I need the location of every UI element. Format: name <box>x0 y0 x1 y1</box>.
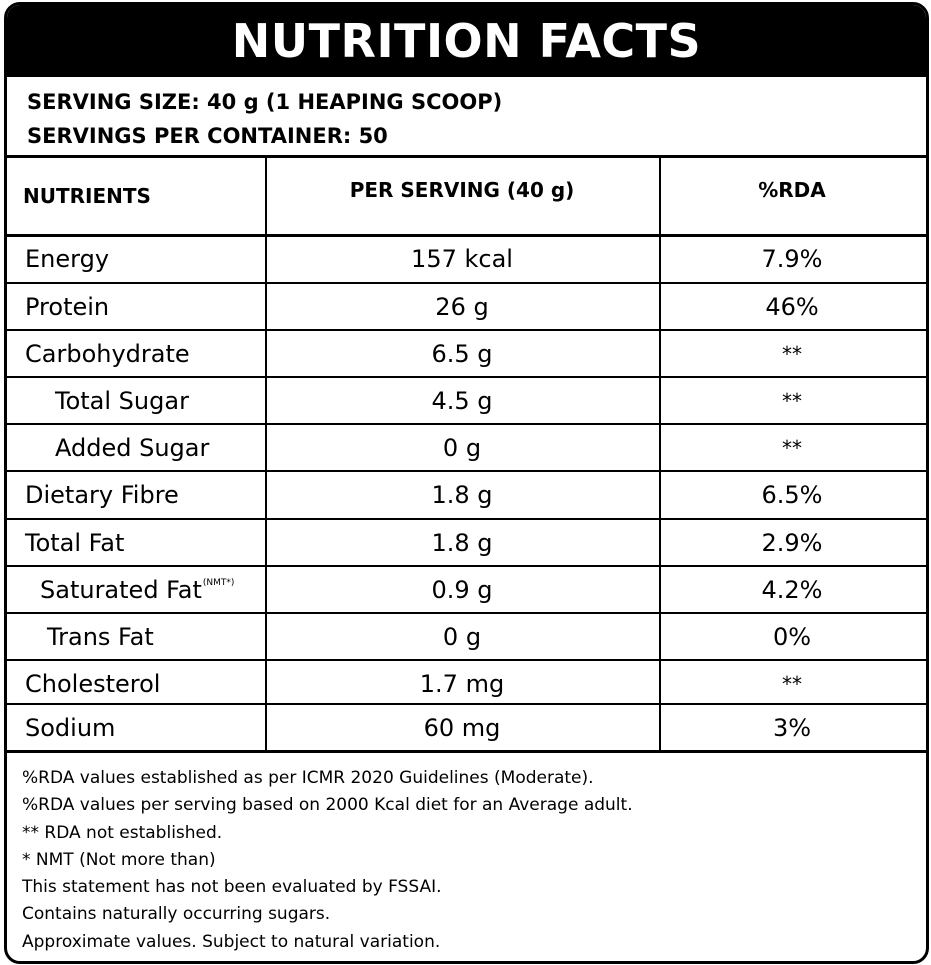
rda-value: 0% <box>772 622 812 651</box>
per-serving-value: 1.8 g <box>431 480 493 509</box>
rda-value: 4.2% <box>761 575 823 604</box>
nutrition-label: NUTRITION FACTS SERVING SIZE: 40 g (1 HE… <box>4 2 929 964</box>
per-serving-value: 0.9 g <box>431 575 493 604</box>
per-serving-value: 60 mg <box>423 713 501 742</box>
per-serving-value: 1.7 mg <box>419 669 505 698</box>
table-row: Dietary Fibre 1.8 g 6.5% <box>7 471 926 518</box>
serving-info: SERVING SIZE: 40 g (1 HEAPING SCOOP) SER… <box>27 85 502 153</box>
per-serving-value: 26 g <box>435 292 489 321</box>
nutrient-name: Dietary Fibre <box>25 480 179 509</box>
header-nutrients: NUTRIENTS <box>23 157 263 235</box>
footnote: %RDA values established as per ICMR 2020… <box>22 768 594 788</box>
table-row: Total Fat 1.8 g 2.9% <box>7 519 926 566</box>
per-serving-value: 0 g <box>442 622 482 651</box>
per-serving-value: 4.5 g <box>431 386 493 415</box>
table-top-border <box>7 155 926 158</box>
row-divider <box>7 518 926 520</box>
row-divider <box>7 423 926 425</box>
rda-value: ** <box>782 671 802 696</box>
table-row: Protein 26 g 46% <box>7 283 926 330</box>
row-divider <box>7 659 926 661</box>
table-row: Added Sugar 0 g ** <box>7 424 926 471</box>
per-serving-value: 157 kcal <box>411 244 513 273</box>
footnote: Contains naturally occurring sugars. <box>22 904 331 925</box>
column-divider-2 <box>659 157 661 751</box>
header-rda: %RDA <box>659 151 925 229</box>
rda-value: 7.9% <box>761 244 823 273</box>
per-serving-value: 0 g <box>442 433 482 462</box>
rda-value: 2.9% <box>761 528 823 557</box>
rda-value: 46% <box>765 292 819 321</box>
row-divider <box>7 470 926 472</box>
table-bottom-border <box>7 750 926 753</box>
footnotes: %RDA values established as per ICMR 2020… <box>22 765 633 956</box>
header-per-serving-label: PER SERVING (40 g) <box>349 178 575 202</box>
per-serving-value: 1.8 g <box>431 528 493 557</box>
nutrient-name: Total Fat <box>25 528 125 557</box>
rda-value: ** <box>782 388 802 413</box>
row-divider <box>7 703 926 705</box>
header-nutrients-label: NUTRIENTS <box>23 184 151 208</box>
nutrient-name: Cholesterol <box>25 669 161 698</box>
nutrient-name: Energy <box>25 244 110 273</box>
footnote: This statement has not been evaluated by… <box>22 877 442 898</box>
table-row: Trans Fat 0 g 0% <box>7 613 926 660</box>
header-rda-label: %RDA <box>758 178 826 202</box>
title-bar: NUTRITION FACTS <box>7 5 926 77</box>
header-bottom-border <box>7 234 926 237</box>
row-divider <box>7 282 926 284</box>
rda-value: 3% <box>772 713 812 742</box>
nutrient-name: Added Sugar <box>55 433 210 462</box>
nutrient-name: Saturated Fat (NMT*) <box>40 566 280 613</box>
table-row: Cholesterol 1.7 mg ** <box>7 660 926 707</box>
table-row: Sodium 60 mg 3% <box>7 704 926 751</box>
per-serving-value: 6.5 g <box>431 339 493 368</box>
table-row: Saturated Fat (NMT*) 0.9 g 4.2% <box>7 566 926 613</box>
rda-value: 6.5% <box>761 480 823 509</box>
table-row: Total Sugar 4.5 g ** <box>7 377 926 424</box>
row-divider <box>7 329 926 331</box>
rda-value: ** <box>782 341 802 366</box>
nmt-superscript: (NMT*) <box>202 578 235 588</box>
label-title: NUTRITION FACTS <box>231 14 702 68</box>
row-divider <box>7 565 926 567</box>
nutrient-name: Carbohydrate <box>25 339 190 368</box>
row-divider <box>7 612 926 614</box>
row-divider <box>7 376 926 378</box>
nutrient-name-text: Saturated Fat <box>40 575 202 604</box>
footnote: ** RDA not established. <box>22 822 223 843</box>
footnote: * NMT (Not more than) <box>22 849 216 870</box>
column-divider-1 <box>265 157 267 751</box>
nutrient-name: Sodium <box>25 713 116 742</box>
rda-value: ** <box>782 435 802 460</box>
header-per-serving: PER SERVING (40 g) <box>265 151 659 229</box>
servings-per-container: SERVINGS PER CONTAINER: 50 <box>27 124 388 148</box>
footnote: %RDA values per serving based on 2000 Kc… <box>22 795 633 816</box>
table-row: Energy 157 kcal 7.9% <box>7 235 926 282</box>
nutrient-name: Total Sugar <box>55 386 189 415</box>
footnote: Approximate values. Subject to natural v… <box>22 931 441 952</box>
nutrient-name: Protein <box>25 292 110 321</box>
serving-size: SERVING SIZE: 40 g (1 HEAPING SCOOP) <box>27 90 503 114</box>
nutrient-name: Trans Fat <box>47 622 154 651</box>
table-row: Carbohydrate 6.5 g ** <box>7 330 926 377</box>
